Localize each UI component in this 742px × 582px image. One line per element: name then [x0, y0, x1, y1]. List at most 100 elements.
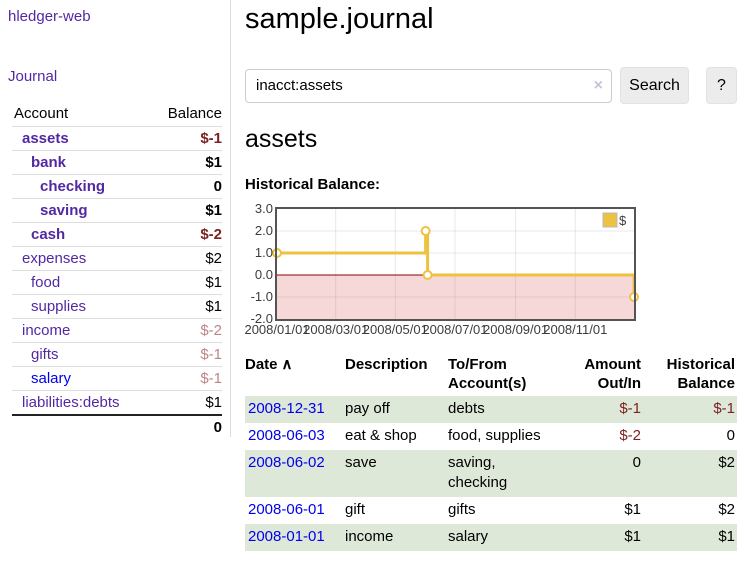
account-link-supplies[interactable]: supplies	[31, 298, 87, 315]
y-tick: 2.0	[255, 223, 273, 238]
chart-legend: $	[602, 212, 627, 228]
transaction-accounts: saving, checking	[448, 454, 508, 491]
account-link-income[interactable]: income	[22, 322, 71, 339]
transaction-balance: $1	[718, 528, 735, 545]
register-row: 2008-12-31 pay off debts $-1 $-1	[245, 396, 737, 423]
y-tick: -2.0	[251, 311, 273, 326]
y-tick: -1.0	[251, 289, 273, 304]
x-axis-labels: 2008/01/01 2008/03/01 2008/05/01 2008/07…	[244, 322, 607, 337]
account-link-assets[interactable]: assets	[22, 130, 69, 147]
account-row: income $-2	[12, 318, 222, 343]
account-balance: $1	[149, 270, 222, 295]
description-column-header: Description	[345, 356, 428, 373]
sidebar-item-journal[interactable]: Journal	[8, 68, 58, 85]
account-row: bank $1	[12, 150, 222, 175]
account-balance: $-1	[149, 366, 222, 391]
account-balance: $2	[149, 246, 222, 271]
account-link-saving[interactable]: saving	[40, 202, 88, 219]
account-page-title: assets	[245, 125, 318, 153]
balance-column-header: Historical Balance	[666, 356, 735, 392]
register-row: 2008-06-01 gift gifts $1 $2	[245, 497, 737, 524]
account-row: expenses $2	[12, 246, 222, 271]
account-tree: Account Balance assets $-1 bank $1 check…	[12, 102, 222, 439]
account-row: liabilities:debts $1	[12, 390, 222, 415]
transaction-amount: $1	[624, 528, 641, 545]
account-balance: $1	[149, 294, 222, 319]
account-link-liabilities-debts[interactable]: liabilities:debts	[22, 394, 120, 411]
x-tick: 2008/01/01	[244, 322, 309, 337]
account-row: food $1	[12, 270, 222, 295]
amount-column-header: Amount Out/In	[584, 356, 641, 392]
account-row: gifts $-1	[12, 342, 222, 367]
clear-search-icon[interactable]: ×	[593, 76, 603, 94]
transaction-date-link[interactable]: 2008-12-31	[248, 400, 325, 417]
balance-column-header: Balance	[167, 105, 222, 122]
x-tick: 2008/09/01	[483, 322, 548, 337]
y-tick: 0.0	[255, 267, 273, 282]
date-column-header[interactable]: Date ∧	[245, 356, 293, 373]
account-balance: $-2	[149, 222, 222, 247]
transaction-balance: $2	[718, 454, 735, 471]
x-tick: 2008/11/01	[543, 322, 607, 337]
account-balance: $1	[149, 390, 222, 415]
transaction-date-link[interactable]: 2008-06-01	[248, 501, 325, 518]
total-balance: 0	[149, 414, 222, 439]
account-row: cash $-2	[12, 222, 222, 247]
account-link-bank[interactable]: bank	[31, 154, 67, 171]
account-balance: $-1	[149, 126, 222, 151]
account-row: supplies $1	[12, 294, 222, 319]
account-link-cash[interactable]: cash	[31, 226, 66, 243]
account-link-salary[interactable]: salary	[31, 370, 72, 387]
account-balance: 0	[149, 174, 222, 199]
legend-label: $	[619, 213, 627, 228]
account-link-checking[interactable]: checking	[40, 178, 106, 195]
page-title: sample.journal	[245, 3, 434, 35]
register-row: 2008-06-03 eat & shop food, supplies $-2…	[245, 423, 737, 450]
sort-ascending-icon: ∧	[281, 356, 293, 373]
account-row: assets $-1	[12, 126, 222, 151]
search-button[interactable]: Search	[620, 67, 689, 104]
main-content: sample.journal × Search ? assets Histori…	[244, 0, 737, 551]
y-tick: 3.0	[255, 201, 273, 216]
transaction-balance: $2	[718, 501, 735, 518]
transaction-accounts: food, supplies	[448, 427, 541, 444]
y-axis-labels: 3.0 2.0 1.0 0.0 -1.0 -2.0	[251, 201, 273, 326]
account-tree-header: Account Balance	[12, 102, 222, 127]
help-button[interactable]: ?	[706, 67, 737, 104]
transaction-amount: $1	[624, 501, 641, 518]
transaction-date-link[interactable]: 2008-06-03	[248, 427, 325, 444]
transaction-accounts: gifts	[448, 501, 476, 518]
transaction-date-link[interactable]: 2008-06-02	[248, 454, 325, 471]
search-form: × Search ?	[245, 67, 737, 104]
transaction-balance: $-1	[713, 400, 735, 417]
transaction-amount: $-2	[619, 427, 641, 444]
account-link-food[interactable]: food	[31, 274, 61, 291]
transaction-description: eat & shop	[345, 427, 417, 444]
transaction-amount: $-1	[619, 400, 641, 417]
account-row: saving $1	[12, 198, 222, 223]
sidebar: hledger-web Journal Account Balance asse…	[0, 0, 231, 439]
account-row: salary $-1	[12, 366, 222, 391]
transaction-description: gift	[345, 501, 366, 518]
transaction-description: income	[345, 528, 394, 545]
transaction-accounts: debts	[448, 400, 485, 417]
transaction-accounts: salary	[448, 528, 489, 545]
account-link-gifts[interactable]: gifts	[31, 346, 59, 363]
account-link-expenses[interactable]: expenses	[22, 250, 87, 267]
search-input[interactable]	[245, 68, 612, 103]
gridlines	[277, 209, 634, 319]
account-balance: $-2	[149, 318, 222, 343]
tofrom-column-header: To/From Account(s)	[448, 356, 527, 392]
register-header-row: Date ∧ Description To/From Account(s) Amo…	[245, 353, 737, 396]
chart-title: Historical Balance:	[245, 176, 381, 193]
negative-region	[277, 275, 634, 319]
account-balance: $1	[149, 150, 222, 175]
transaction-description: pay off	[345, 400, 390, 417]
brand-link[interactable]: hledger-web	[8, 8, 91, 25]
transaction-date-link[interactable]: 2008-01-01	[248, 528, 325, 545]
legend-swatch	[602, 212, 618, 228]
x-tick: 2008/07/01	[422, 322, 487, 337]
register-row: 2008-01-01 income salary $1 $1	[245, 524, 737, 551]
y-tick: 1.0	[255, 245, 273, 260]
x-tick: 2008/05/01	[363, 322, 428, 337]
